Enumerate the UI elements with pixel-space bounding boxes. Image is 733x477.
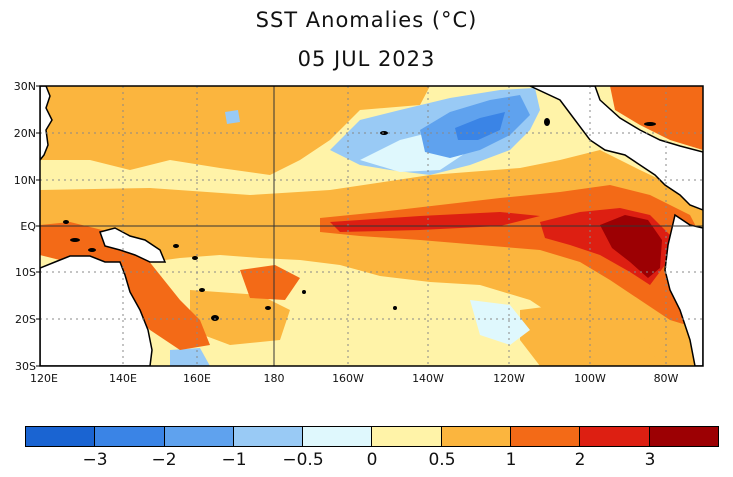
lon-label: 80W (653, 372, 679, 385)
scale-label: 1 (505, 450, 517, 470)
color-scale-segment (303, 427, 373, 446)
anomaly-region-lightblue (225, 110, 240, 124)
land-asia (40, 86, 53, 162)
lat-label: 30S (15, 360, 36, 373)
land-australia (40, 255, 153, 366)
lat-label: 30N (13, 80, 36, 93)
lon-label: 160E (183, 372, 211, 385)
anomaly-region-orange (190, 290, 290, 345)
land-new-guinea (99, 227, 167, 263)
lat-label: 20S (15, 313, 36, 326)
anomaly-region-lightblue (170, 348, 210, 366)
color-scale-segment (649, 427, 718, 446)
color-scale-segment (441, 427, 512, 446)
scale-label: −2 (151, 450, 177, 470)
axis-ticks (36, 85, 40, 367)
lon-label: 160W (332, 372, 364, 385)
land-south-america (664, 213, 703, 366)
lat-label: 20N (13, 127, 36, 140)
sst-anomaly-map (36, 85, 704, 367)
color-scale-segment (26, 427, 96, 446)
scale-label: 0.5 (428, 450, 456, 470)
lon-label: 100W (574, 372, 606, 385)
lat-label: 10N (13, 174, 36, 187)
scale-label: −0.5 (282, 450, 324, 470)
lon-label: 180 (263, 372, 285, 385)
map-date: 05 JUL 2023 (297, 47, 436, 71)
anomaly-region-darkorange (610, 86, 703, 150)
anomaly-region-darkred (600, 215, 662, 278)
lon-label: 120W (493, 372, 525, 385)
color-scale-segment (511, 427, 581, 446)
color-scale-segment (164, 427, 234, 446)
land-north-america (529, 86, 703, 211)
lon-label: 120E (30, 372, 58, 385)
color-scale-bar (25, 426, 719, 447)
lat-label: EQ (20, 220, 36, 233)
color-scale-segment (580, 427, 650, 446)
anomaly-region-darkorange (240, 265, 300, 300)
color-scale-segment (95, 427, 165, 446)
anomaly-region-pale (470, 300, 530, 345)
scale-label: 3 (644, 450, 656, 470)
lat-label: 10S (15, 266, 36, 279)
scale-label: −3 (82, 450, 108, 470)
anomaly-region-orange (40, 86, 430, 175)
lon-label: 140W (412, 372, 444, 385)
color-scale-segment (233, 427, 304, 446)
map-title: SST Anomalies (°C) (255, 8, 478, 32)
color-scale-segment (372, 427, 442, 446)
scale-label: 0 (366, 450, 378, 470)
scale-label: 2 (574, 450, 586, 470)
islands (63, 118, 656, 321)
lon-label: 140E (109, 372, 137, 385)
scale-label: −1 (221, 450, 247, 470)
anomaly-region-red (330, 212, 540, 232)
